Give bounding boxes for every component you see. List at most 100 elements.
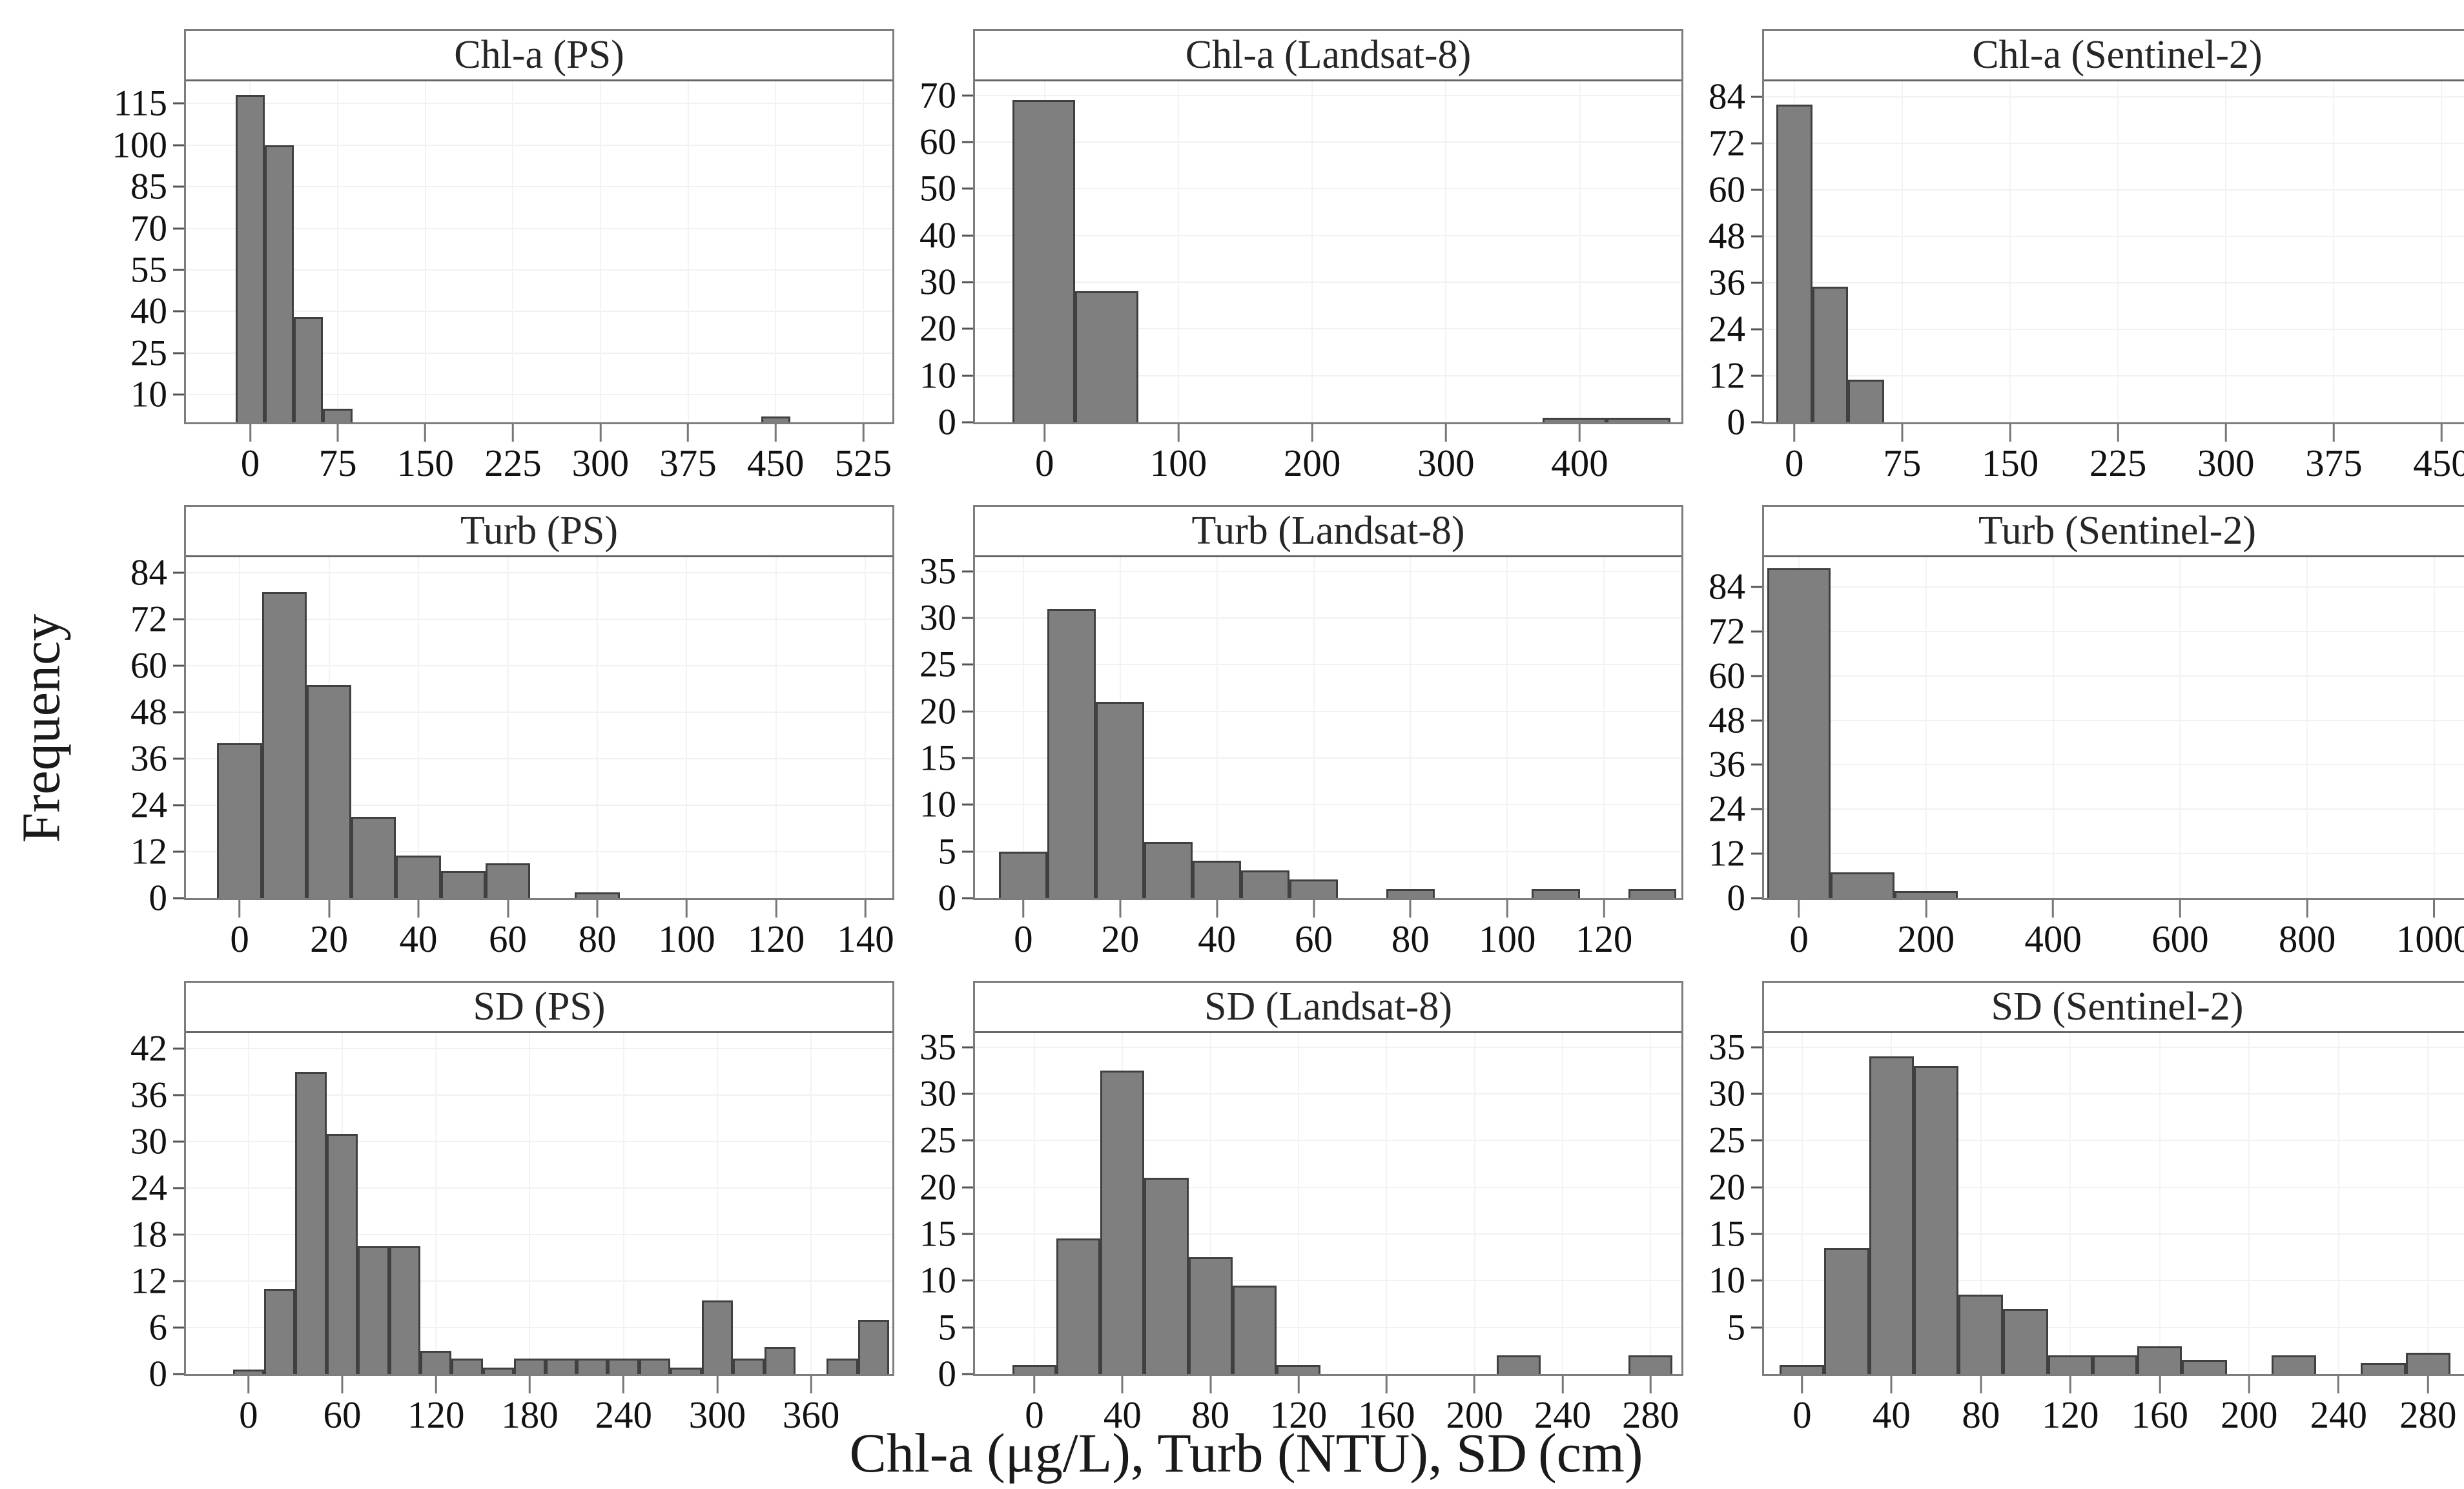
- y-tick-mark: [962, 710, 973, 713]
- x-gridline: [1209, 1033, 1211, 1374]
- x-axis: 0 40 80 120 160 200 240 280: [1764, 1376, 2464, 1455]
- x-tick-mark: [810, 1376, 812, 1393]
- x-tick-label: 280: [2399, 1393, 2457, 1436]
- histogram-bar: [670, 1368, 702, 1374]
- plot-area: [1764, 557, 2464, 898]
- x-tick-label: 375: [2305, 442, 2363, 484]
- x-tick-mark: [2248, 1376, 2250, 1393]
- y-tick: 70: [130, 210, 184, 247]
- y-tick-mark: [173, 664, 184, 667]
- plot-area: [186, 557, 892, 898]
- x-gridline: [2248, 1033, 2250, 1374]
- y-tick-label: 72: [1709, 611, 1745, 652]
- histogram-bar: [826, 1359, 858, 1374]
- histogram-bar: [485, 863, 531, 898]
- x-tick-mark: [2159, 1376, 2161, 1393]
- x-axis: 0 200 400 600 800 1000: [1764, 900, 2464, 979]
- histogram-bar: [1812, 287, 1849, 422]
- y-tick: 100: [112, 127, 184, 163]
- x-tick-mark: [528, 1376, 531, 1393]
- y-tick: 48: [1709, 218, 1762, 255]
- histogram-bar: [2092, 1355, 2138, 1374]
- y-tick-label: 0: [938, 878, 957, 919]
- y-tick-mark: [962, 757, 973, 759]
- x-tick-label: 0: [1792, 1393, 1812, 1436]
- x-tick: 140: [837, 900, 894, 958]
- y-tick-mark: [1751, 1279, 1762, 1282]
- x-tick-mark: [336, 424, 339, 442]
- x-axis-title: Chl-a (μg/L), Turb (NTU), SD (cm): [849, 1422, 1643, 1484]
- x-tick-mark: [435, 1376, 437, 1393]
- plot-area: [186, 81, 892, 422]
- x-tick: 300: [572, 424, 629, 482]
- y-tick-mark: [1751, 328, 1762, 331]
- y-tick-label: 30: [919, 1073, 956, 1114]
- x-tick-label: 160: [2131, 1393, 2189, 1436]
- panel-title: Chl-a (PS): [186, 31, 892, 81]
- x-tick-mark: [1311, 424, 1313, 442]
- y-tick-mark: [1751, 142, 1762, 145]
- histogram-bar: [1958, 1295, 2004, 1374]
- histogram-bar: [1628, 888, 1677, 898]
- y-tick-label: 12: [130, 831, 167, 872]
- y-tick: 15: [919, 1216, 973, 1253]
- y-tick-mark: [1751, 375, 1762, 377]
- y-tick-label: 24: [130, 1167, 167, 1209]
- x-tick-label: 120: [747, 918, 805, 960]
- x-gridline: [2427, 1033, 2429, 1374]
- y-tick: 10: [919, 1262, 973, 1299]
- y-tick: 55: [130, 251, 184, 288]
- x-axis: 0 60 120 180 240 300 360: [186, 1376, 892, 1455]
- x-gridline: [2179, 557, 2181, 898]
- x-tick: 160: [1358, 1376, 1415, 1434]
- y-gridline: [1764, 1280, 2464, 1282]
- y-tick: 25: [130, 334, 184, 371]
- x-gridline: [1313, 557, 1315, 898]
- x-tick-label: 0: [1014, 918, 1033, 960]
- y-tick-label: 10: [919, 1260, 956, 1301]
- y-gridline: [186, 572, 892, 573]
- x-tick-mark: [424, 424, 427, 442]
- x-tick: 75: [1883, 424, 1921, 482]
- histogram-bar: [999, 851, 1048, 898]
- y-tick-mark: [962, 663, 973, 666]
- x-tick-label: 225: [484, 442, 542, 484]
- y-tick-label: 24: [1709, 309, 1745, 350]
- x-tick-mark: [1119, 900, 1122, 918]
- histogram-bar: [1047, 608, 1096, 898]
- y-tick-label: 50: [919, 168, 956, 209]
- x-tick: 0: [1025, 1376, 1044, 1434]
- y-tick: 84: [1709, 568, 1762, 605]
- plot-area: [1764, 1033, 2464, 1374]
- x-gridline: [1297, 1033, 1299, 1374]
- x-tick-label: 75: [318, 442, 357, 484]
- x-gridline: [1445, 81, 1447, 422]
- x-tick-label: 60: [323, 1393, 362, 1436]
- histogram-bar: [733, 1359, 765, 1374]
- x-gridline: [435, 1033, 437, 1374]
- y-tick: 36: [130, 741, 184, 777]
- x-gridline: [2052, 557, 2054, 898]
- x-gridline: [1311, 81, 1313, 422]
- histogram-bar: [351, 817, 396, 898]
- x-tick-mark: [687, 424, 690, 442]
- y-tick-label: 35: [919, 551, 956, 592]
- histogram-bar: [1496, 1355, 1541, 1374]
- y-tick: 20: [919, 693, 973, 730]
- x-tick-label: 400: [2024, 918, 2082, 960]
- x-tick-mark: [341, 1376, 344, 1393]
- x-tick-label: 300: [1417, 442, 1475, 484]
- y-gridline: [975, 234, 1681, 236]
- x-tick-mark: [417, 900, 420, 918]
- y-tick: 0: [1727, 404, 1762, 441]
- y-tick: 12: [130, 1263, 184, 1300]
- y-tick-mark: [173, 185, 184, 188]
- panel: Turb (Sentinel-2): [1762, 505, 2464, 900]
- x-tick-mark: [716, 1376, 719, 1393]
- y-tick-mark: [173, 1187, 184, 1189]
- y-tick-label: 20: [919, 1167, 956, 1208]
- y-tick-label: 15: [1709, 1213, 1745, 1255]
- panel-cell-chla-ps: 10 25 40 55 70 85 100 115 Chl-a (PS) 0 75 150 225 3…: [110, 29, 898, 505]
- x-gridline: [1561, 1033, 1563, 1374]
- x-gridline: [1473, 1033, 1475, 1374]
